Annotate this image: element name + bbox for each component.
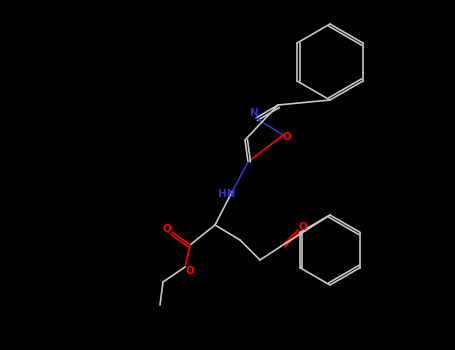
Text: HN: HN: [218, 189, 236, 199]
Text: O: O: [298, 222, 308, 232]
Text: N: N: [250, 108, 258, 118]
Text: O: O: [162, 224, 172, 234]
Text: O: O: [283, 132, 291, 142]
Text: O: O: [186, 266, 194, 276]
